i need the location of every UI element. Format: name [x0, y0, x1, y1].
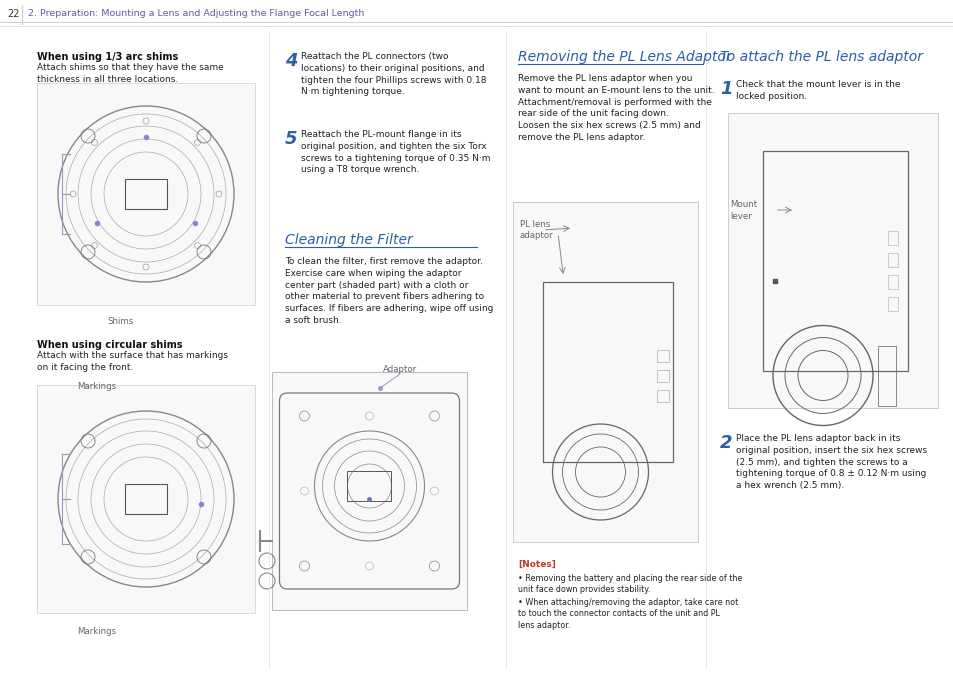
Bar: [37, 83, 254, 305]
Text: • Removing the battery and placing the rear side of the
unit face down provides : • Removing the battery and placing the r…: [517, 574, 741, 595]
Bar: [877, 346, 895, 406]
Text: [Notes]: [Notes]: [517, 560, 556, 569]
Text: Place the PL lens adaptor back in its
original position, insert the six hex scre: Place the PL lens adaptor back in its or…: [735, 434, 926, 490]
Text: When using circular shims: When using circular shims: [37, 340, 182, 350]
Bar: [887, 252, 897, 267]
Bar: [543, 282, 673, 462]
Text: Attach with the surface that has markings
on it facing the front.: Attach with the surface that has marking…: [37, 351, 228, 372]
Text: Removing the PL Lens Adaptor: Removing the PL Lens Adaptor: [517, 50, 731, 64]
Bar: [887, 275, 897, 288]
Bar: [762, 151, 907, 371]
Bar: [125, 484, 167, 514]
Bar: [887, 296, 897, 310]
Text: To attach the PL lens adaptor: To attach the PL lens adaptor: [720, 50, 923, 64]
Text: Remove the PL lens adaptor when you
want to mount an E-mount lens to the unit.
A: Remove the PL lens adaptor when you want…: [517, 74, 714, 142]
Text: Shims: Shims: [107, 317, 133, 326]
Text: Check that the mount lever is in the
locked position.: Check that the mount lever is in the loc…: [735, 80, 900, 101]
Bar: [37, 385, 254, 613]
Text: Markings: Markings: [77, 627, 116, 636]
Text: 2. Preparation: Mounting a Lens and Adjusting the Flange Focal Length: 2. Preparation: Mounting a Lens and Adju…: [28, 9, 364, 18]
Text: Reattach the PL connectors (two
locations) to their original positions, and
tigh: Reattach the PL connectors (two location…: [301, 52, 486, 97]
Text: Attach shims so that they have the same
thickness in all three locations.: Attach shims so that they have the same …: [37, 63, 224, 84]
Text: 4: 4: [285, 52, 297, 70]
Bar: [657, 350, 669, 362]
Text: Mount
lever: Mount lever: [729, 200, 757, 221]
Bar: [657, 390, 669, 402]
Text: 5: 5: [285, 130, 297, 148]
Text: 2: 2: [720, 434, 732, 452]
Bar: [657, 370, 669, 382]
Bar: [347, 471, 391, 501]
Text: 1: 1: [720, 80, 732, 98]
Text: When using 1/3 arc shims: When using 1/3 arc shims: [37, 52, 178, 62]
Text: To clean the filter, first remove the adaptor.
Exercise care when wiping the ada: To clean the filter, first remove the ad…: [285, 257, 493, 325]
Bar: [887, 230, 897, 244]
Text: PL lens
adaptor: PL lens adaptor: [519, 220, 553, 240]
Bar: [125, 179, 167, 209]
Text: Adaptor: Adaptor: [382, 365, 416, 374]
Bar: [513, 202, 698, 542]
Text: 22: 22: [8, 9, 20, 19]
Text: Markings: Markings: [77, 382, 116, 391]
Text: Cleaning the Filter: Cleaning the Filter: [285, 233, 413, 247]
Bar: [727, 113, 937, 408]
Text: • When attaching/removing the adaptor, take care not
to touch the connector cont: • When attaching/removing the adaptor, t…: [517, 598, 738, 630]
Text: Reattach the PL-mount flange in its
original position, and tighten the six Torx
: Reattach the PL-mount flange in its orig…: [301, 130, 490, 174]
Bar: [272, 372, 467, 610]
